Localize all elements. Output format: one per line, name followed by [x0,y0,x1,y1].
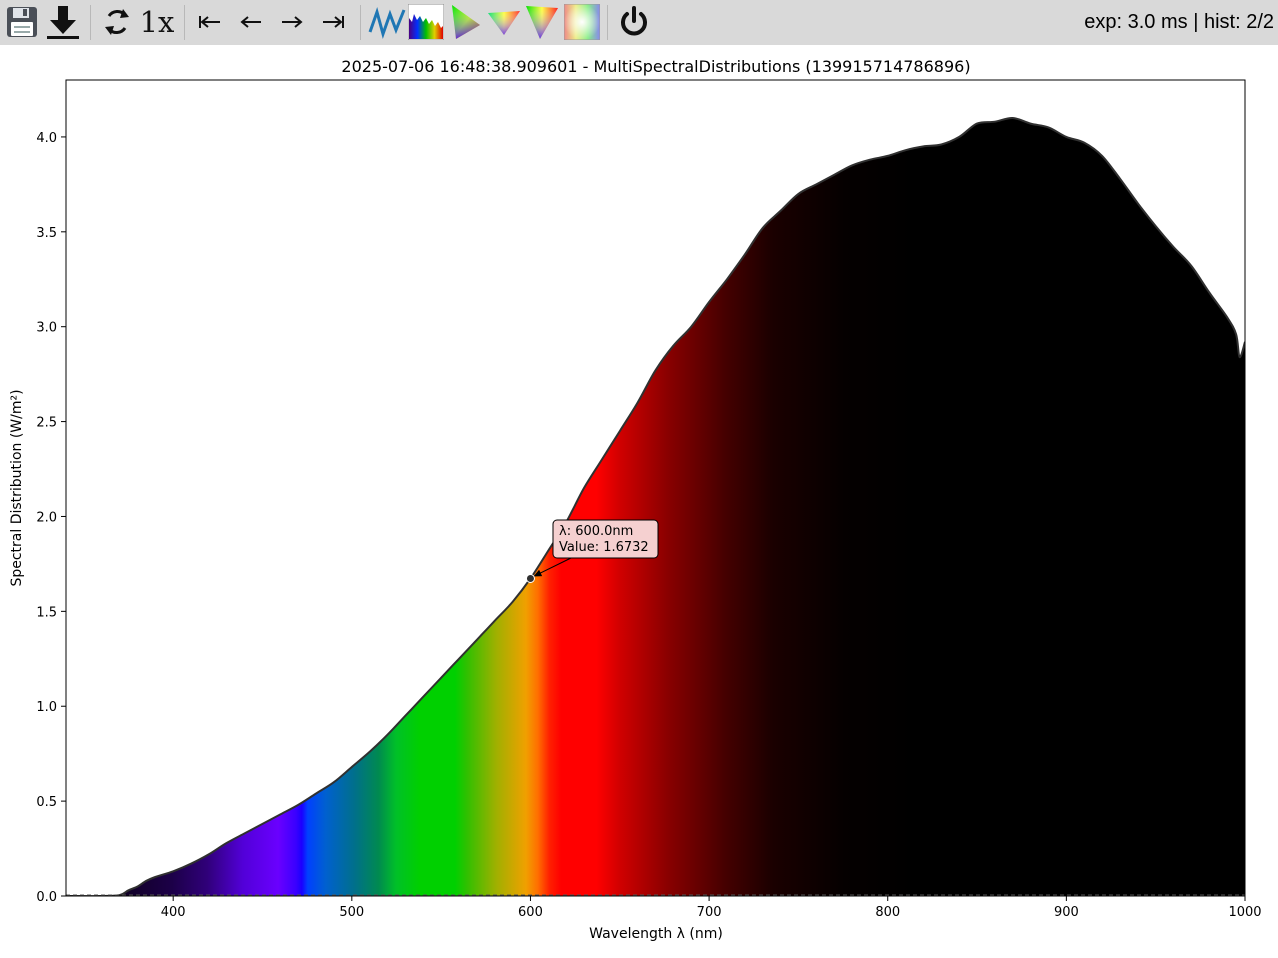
y-tick-label: 2.5 [36,416,57,431]
annotation-value: Value: 1.6732 [559,540,649,555]
zoom-level-button[interactable]: 1x [138,2,176,42]
spectral-distribution-chart: 400 500 600 700 800 900 1000 0.0 0.5 1.0 1.5 2.0 2.… [9,79,1262,942]
x-tick-label: 900 [1054,905,1079,920]
x-tick-label: 600 [518,905,543,920]
save-icon[interactable] [4,2,40,42]
x-tick-label: 700 [697,905,722,920]
toolbar-separator [184,5,185,40]
plot-title: 2025-07-06 16:48:38.909601 - MultiSpectr… [341,57,971,76]
y-axis: 0.0 0.5 1.0 1.5 2.0 2.5 3.0 3.5 4.0 [36,131,66,905]
toolbar-separator [607,5,608,40]
toolbar-separator [90,5,91,40]
y-tick-label: 4.0 [36,131,57,146]
last-icon[interactable] [317,2,349,42]
previous-icon[interactable] [235,2,267,42]
zoom-level-label: 1x [139,5,175,39]
hover-annotation: λ: 600.0nm Value: 1.6732 [525,519,659,583]
x-tick-label: 400 [161,905,186,920]
y-tick-label: 2.0 [36,510,57,525]
y-tick-label: 0.0 [36,890,57,905]
chromaticity-1976-icon[interactable] [524,2,560,42]
power-icon[interactable] [616,2,652,42]
annotation-marker [525,573,535,583]
y-tick-label: 0.5 [36,795,57,810]
spectrum-curve [66,116,1245,896]
y-tick-label: 1.0 [36,700,57,715]
first-icon[interactable] [194,2,226,42]
annotation-arrowhead [533,569,543,577]
annotation-box [552,519,659,559]
color-swatch-icon[interactable] [563,2,600,42]
y-axis-label: Spectral Distribution (W/m²) [9,389,25,586]
x-axis: 400 500 600 700 800 900 1000 [161,896,1262,920]
spectrum-area [66,117,1245,896]
spectrum-line-icon[interactable] [368,2,406,42]
chromaticity-1960-icon[interactable] [486,2,522,42]
y-tick-label: 1.5 [36,605,57,620]
next-icon[interactable] [276,2,308,42]
status-text: exp: 3.0 ms | hist: 2/2 [1084,11,1274,33]
refresh-icon[interactable] [100,2,134,42]
download-icon[interactable] [45,2,81,42]
y-tick-label: 3.0 [36,321,57,336]
chromaticity-1931-icon[interactable] [447,2,483,42]
plot-frame [65,79,1246,897]
annotation-wavelength: λ: 600.0nm [559,524,633,539]
x-tick-label: 500 [339,905,364,920]
toolbar: 1x [0,0,1278,45]
toolbar-separator [360,5,361,40]
x-tick-label: 1000 [1228,905,1261,920]
y-tick-label: 3.5 [36,226,57,241]
spectrum-histogram-icon[interactable] [407,2,444,42]
x-axis-label: Wavelength λ (nm) [589,926,723,942]
x-tick-label: 800 [875,905,900,920]
